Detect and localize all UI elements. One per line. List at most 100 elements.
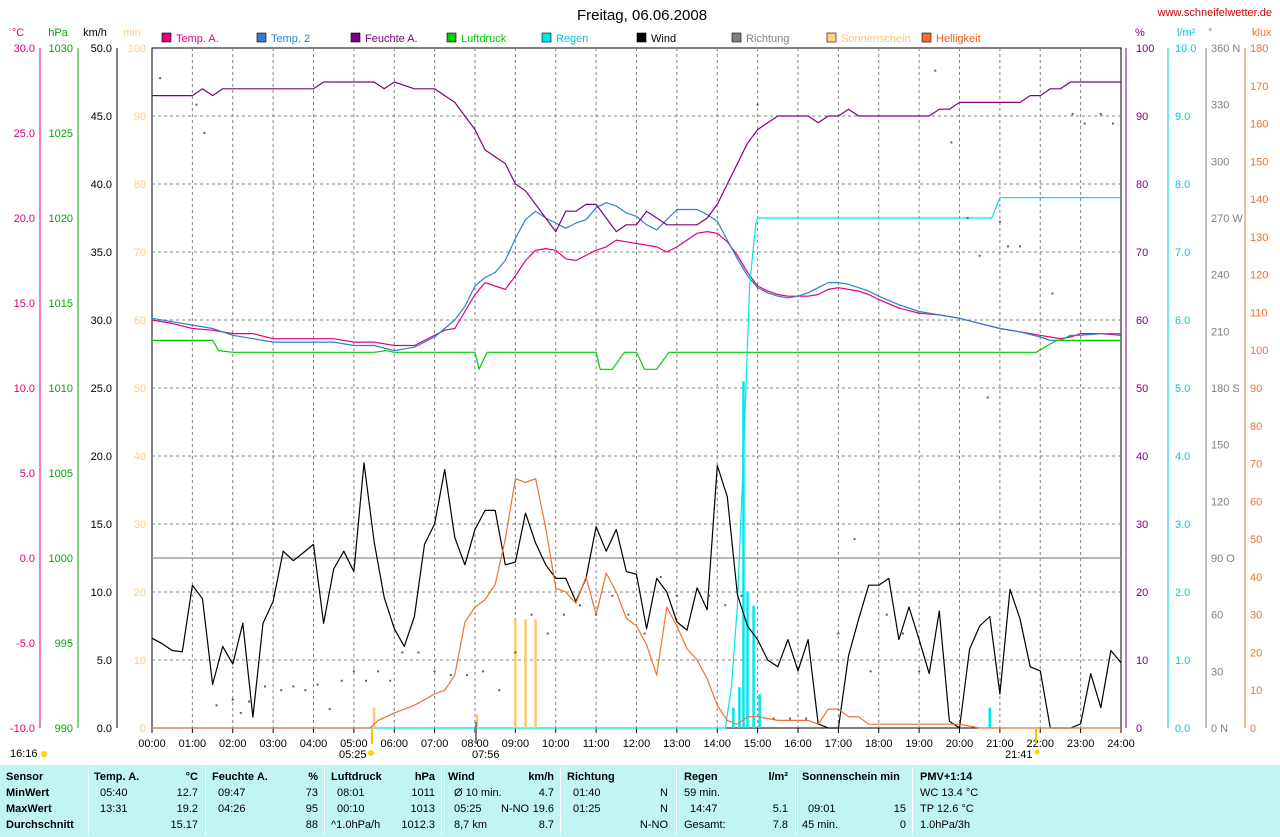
temp-min-value: 12.7 — [176, 787, 198, 799]
site-link[interactable]: www.schneifelwetter.de — [1157, 7, 1272, 19]
divider — [441, 767, 442, 835]
temp-max-time: 13:31 — [100, 803, 128, 815]
legend-label: Temp. 2 — [271, 33, 310, 45]
axis-unit: °C — [12, 27, 24, 39]
x-tick-label: 23:00 — [1067, 738, 1095, 750]
sunset-time: 21:41 — [1005, 749, 1033, 761]
direction-point — [215, 704, 218, 707]
x-tick-label: 10:00 — [542, 738, 570, 750]
axis-tick-label: 0 — [140, 723, 146, 735]
x-tick-label: 20:00 — [946, 738, 974, 750]
axis-tick-label: 5.0 — [20, 468, 35, 480]
axis-tick-label: 70 — [1250, 459, 1262, 471]
axis-tick-label: -5.0 — [16, 638, 35, 650]
divider — [324, 767, 325, 835]
axis-unit: ° — [1208, 27, 1212, 39]
axis-tick-label: 0 — [1250, 723, 1256, 735]
axis-tick-label: 300 — [1211, 156, 1229, 168]
sun-avg-value: 0 — [899, 819, 906, 831]
direction-point — [756, 103, 759, 106]
axis-tick-label: 7.0 — [1175, 247, 1190, 259]
axis-tick-label: 1000 — [49, 553, 73, 565]
direction-point — [659, 575, 662, 578]
legend-label: Sonnenschein — [841, 33, 911, 45]
divider — [560, 767, 561, 835]
axis-tick-label: 10 — [1136, 655, 1148, 667]
pmv-dewpoint: TP 12.6 °C — [920, 803, 974, 815]
axis-unit: klux — [1252, 27, 1272, 39]
hum-unit: % — [308, 771, 318, 783]
dir-min-time: 01:40 — [573, 787, 601, 799]
axis-tick-label: 30 — [1136, 519, 1148, 531]
axis-tick-label: 1010 — [49, 383, 73, 395]
series-line-luftdruck — [152, 339, 1121, 370]
axis-tick-label: 15.0 — [91, 519, 112, 531]
x-tick-label: 15:00 — [744, 738, 772, 750]
direction-point — [247, 700, 250, 703]
direction-point — [821, 727, 824, 729]
axis-tick-label: 40.0 — [91, 179, 112, 191]
rain-total-label: Gesamt: — [684, 819, 726, 831]
direction-point — [998, 220, 1001, 223]
direction-point — [482, 670, 485, 673]
direction-point — [724, 604, 727, 607]
direction-point — [788, 717, 791, 720]
x-tick-label: 16:00 — [784, 738, 812, 750]
direction-point — [966, 217, 969, 219]
series-line-temp-a — [151, 231, 1122, 347]
wind-min-label: Ø 10 min. — [454, 787, 502, 799]
axis-tick-label: 100 — [128, 43, 146, 55]
row-min-label: MinWert — [6, 787, 50, 799]
axis-tick-label: 5.0 — [97, 655, 112, 667]
axis-tick-label: 90 O — [1211, 553, 1235, 565]
direction-point — [280, 689, 283, 692]
direction-point — [239, 711, 242, 714]
series-line-temp-2 — [151, 202, 1121, 352]
axis-tick-label: 70 — [1136, 247, 1148, 259]
x-tick-label: 21:00 — [986, 738, 1014, 750]
axis-tick-label: 20.0 — [91, 451, 112, 463]
col-wind: Wind km/h Ø 10 min. 4.7 05:25 N-NO 19.6 … — [448, 765, 558, 837]
pres-max-time: 00:10 — [337, 803, 365, 815]
direction-point — [1019, 245, 1022, 248]
sunset-icon — [1034, 749, 1040, 755]
weather-chart: Freitag, 06.06.2008 www.schneifelwetter.… — [10, 7, 1272, 761]
x-tick-label: 03:00 — [259, 738, 287, 750]
direction-point — [377, 670, 380, 673]
direction-point — [885, 613, 888, 616]
axis-tick-label: 90 — [134, 111, 146, 123]
direction-point — [950, 141, 953, 144]
axis-tick-label: 70 — [134, 247, 146, 259]
axis-tick-label: 10.0 — [1175, 43, 1196, 55]
axis-tick-label: 0.0 — [97, 723, 112, 735]
direction-point — [772, 717, 775, 720]
axis-tick-label: 1020 — [49, 213, 73, 225]
series-line-regen-summe — [152, 197, 1121, 729]
legend-label: Regen — [556, 33, 588, 45]
legend: Temp. A. Temp. 2 Feuchte A. Luftdruck Regen W… — [161, 32, 981, 45]
x-tick-label: 19:00 — [905, 738, 933, 750]
pres-unit: hPa — [414, 771, 435, 783]
direction-point — [1099, 113, 1102, 116]
legend-swatch — [921, 32, 932, 43]
pres-trend: ^1.0hPa/h — [331, 819, 381, 831]
col-direction: Richtung 01:40 N 01:25 N N-NO — [567, 765, 672, 837]
axis-tick-label: 210 — [1211, 326, 1229, 338]
axis-tick-label: 1005 — [49, 468, 73, 480]
axis-tick-label: 100 — [1250, 345, 1268, 357]
direction-point — [433, 670, 436, 673]
x-tick-label: 22:00 — [1026, 738, 1054, 750]
axis-tick-label: 150 — [1250, 156, 1268, 168]
legend-label: Helligkeit — [936, 33, 981, 45]
axis-tick-label: 25.0 — [91, 383, 112, 395]
axis-tick-label: 0 — [1136, 723, 1142, 735]
col-pressure: Luftdruck hPa 08:01 1011 00:10 1013 ^1.0… — [331, 765, 439, 837]
axis-tick-label: 270 W — [1211, 213, 1243, 225]
axis-tick-label: 995 — [55, 638, 73, 650]
dir-header: Richtung — [567, 771, 615, 783]
axis-tick-label: 10.0 — [14, 383, 35, 395]
axis-unit: km/h — [83, 27, 107, 39]
axis-tick-label: 1015 — [49, 298, 73, 310]
direction-point — [978, 254, 981, 257]
axis-tick-label: 60 — [1136, 315, 1148, 327]
